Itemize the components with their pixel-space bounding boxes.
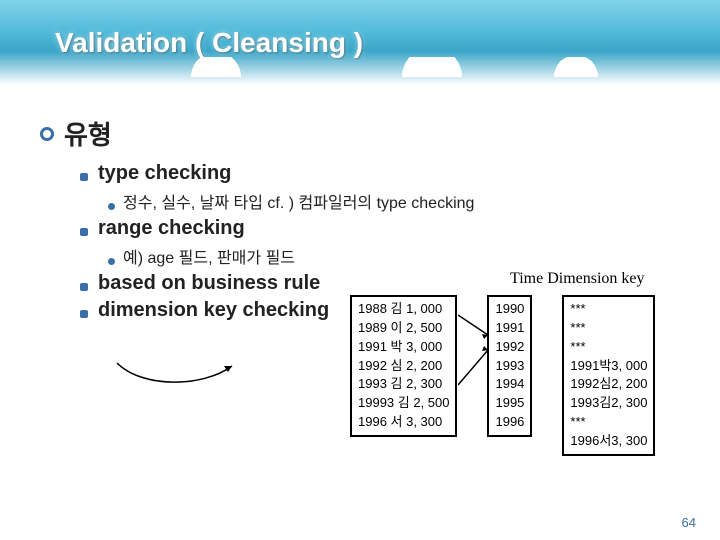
table-row: 1989 이 2, 500 xyxy=(358,319,449,338)
sub-item-type-checking: type checking xyxy=(80,162,680,185)
table-row: 1993 김 2, 300 xyxy=(358,375,449,394)
table-row: 1992심2, 200 xyxy=(570,375,647,394)
sub-item-label: dimension key checking xyxy=(98,299,329,322)
page-title: Validation ( Cleansing ) xyxy=(55,27,363,59)
square-bullet-icon xyxy=(80,310,88,318)
table-row: 1991 박 3, 000 xyxy=(358,338,449,357)
dimension-key-label: Time Dimension key xyxy=(510,270,645,288)
table-row: 1996 xyxy=(495,413,524,432)
sub-item-range-checking: range checking xyxy=(80,217,680,240)
table-row: *** xyxy=(570,413,647,432)
square-bullet-icon xyxy=(80,283,88,291)
table-right: *********1991박3, 0001992심2, 2001993김2, 3… xyxy=(562,295,655,456)
square-bullet-icon xyxy=(80,228,88,236)
subsub-text: 정수, 실수, 날짜 타입 cf. ) 컴파일러의 type checking xyxy=(123,189,474,213)
underline-arrow-icon xyxy=(112,358,242,398)
sub-item-label: type checking xyxy=(98,162,231,185)
table-left: 1988 김 1, 0001989 이 2, 5001991 박 3, 0001… xyxy=(350,295,457,437)
table-row: 1992 심 2, 200 xyxy=(358,357,449,376)
table-row: 1996서3, 300 xyxy=(570,432,647,451)
title-bar: Validation ( Cleansing ) xyxy=(0,0,720,85)
table-row: 1991박3, 000 xyxy=(570,357,647,376)
table-row: 1988 김 1, 000 xyxy=(358,300,449,319)
circle-bullet-icon xyxy=(40,127,54,141)
main-bullet-text: 유형 xyxy=(64,115,112,152)
dot-bullet-icon xyxy=(108,203,115,210)
arrow-left-to-mid xyxy=(458,300,503,400)
sub-item-label: based on business rule xyxy=(98,272,320,295)
main-bullet: 유형 xyxy=(40,115,680,152)
subsub-item: 예) age 필드, 판매가 필드 xyxy=(108,244,680,268)
table-row: 19993 김 2, 500 xyxy=(358,394,449,413)
table-row: 1993김2, 300 xyxy=(570,394,647,413)
dot-bullet-icon xyxy=(108,258,115,265)
table-row: *** xyxy=(570,338,647,357)
sub-item-label: range checking xyxy=(98,217,245,240)
square-bullet-icon xyxy=(80,173,88,181)
subsub-text: 예) age 필드, 판매가 필드 xyxy=(123,244,295,268)
table-row: *** xyxy=(570,319,647,338)
page-number: 64 xyxy=(682,515,696,530)
table-row: *** xyxy=(570,300,647,319)
subsub-item: 정수, 실수, 날짜 타입 cf. ) 컴파일러의 type checking xyxy=(108,189,680,213)
table-row: 1996 서 3, 300 xyxy=(358,413,449,432)
